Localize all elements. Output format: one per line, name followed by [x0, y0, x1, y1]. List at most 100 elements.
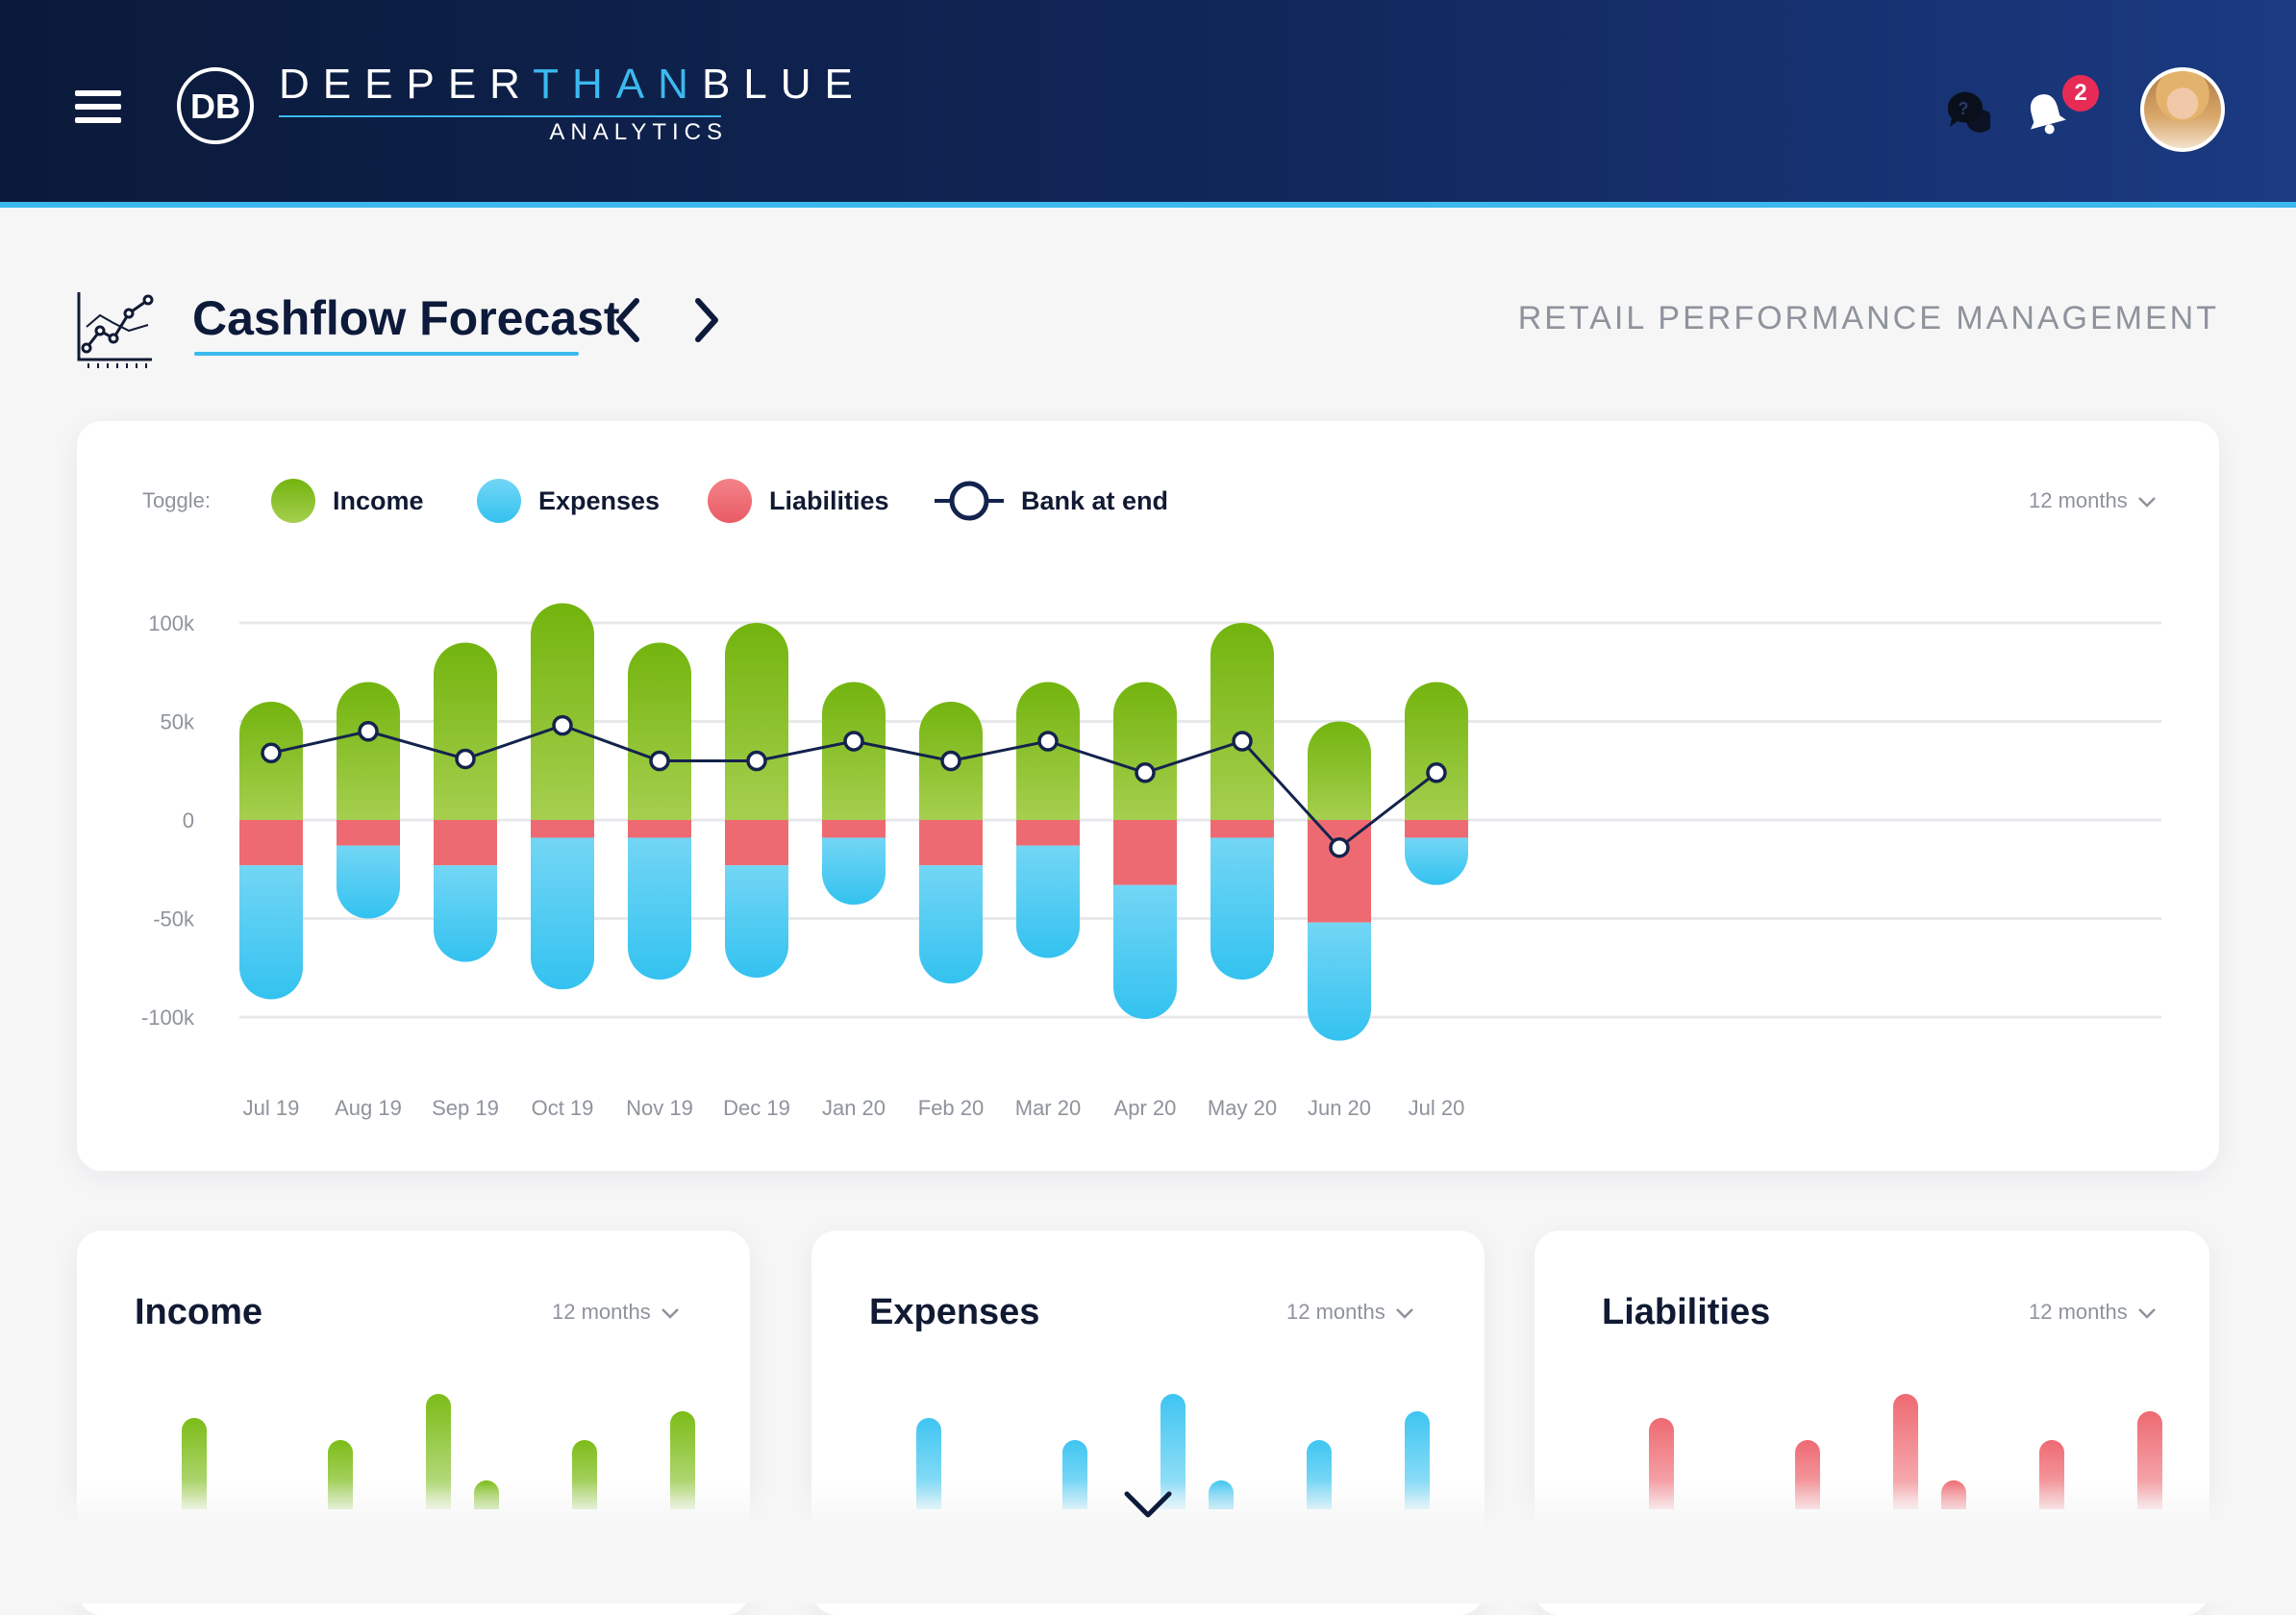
expenses-bar — [239, 865, 303, 1000]
legend-label: Bank at end — [1021, 486, 1169, 515]
x-tick-label: Oct 19 — [532, 1096, 594, 1120]
legend-label: Liabilities — [769, 486, 889, 515]
x-tick-label: Jun 20 — [1308, 1096, 1371, 1120]
y-tick-label: -50k — [153, 907, 195, 932]
expenses-bar — [1405, 837, 1468, 885]
bell-icon[interactable] — [2023, 88, 2067, 137]
liabilities-bar — [1113, 820, 1177, 885]
liabilities-dot-icon — [708, 479, 752, 523]
bank-at-end-point — [649, 750, 670, 772]
expenses-bar — [725, 865, 788, 978]
bank-at-end-point — [1329, 836, 1350, 858]
brand-word-deeper: DEEPER — [279, 61, 534, 108]
liabilities-bar — [239, 820, 303, 866]
bank-at-end-point — [940, 750, 961, 772]
menu-icon[interactable] — [75, 90, 121, 125]
expenses-bar — [1210, 837, 1274, 981]
line-marker-icon — [935, 481, 1004, 521]
y-tick-label: 50k — [161, 710, 195, 734]
liabilities-bar — [337, 820, 400, 846]
x-tick-label: Jul 19 — [243, 1096, 300, 1120]
x-tick-label: Aug 19 — [335, 1096, 402, 1120]
expenses-bar — [1113, 884, 1177, 1020]
brand-divider — [279, 115, 721, 117]
avatar[interactable] — [2140, 67, 2225, 152]
chat-icon[interactable]: ? — [1944, 88, 1990, 135]
income-bar — [434, 642, 497, 820]
expenses-bar — [531, 837, 594, 990]
svg-text:?: ? — [1959, 99, 1969, 118]
liabilities-bar — [919, 820, 983, 866]
chevron-down-icon — [2137, 497, 2156, 508]
bank-at-end-point — [1426, 762, 1447, 783]
legend-toggle-bank-at-end[interactable]: Bank at end — [933, 477, 1173, 525]
liabilities-period-dropdown[interactable]: 12 months — [2029, 1300, 2157, 1325]
bottom-fade — [0, 1480, 2296, 1603]
income-bar — [531, 603, 594, 820]
income-bar — [628, 642, 691, 820]
logo-text: DB — [190, 87, 240, 126]
page-title: Cashflow Forecast — [192, 291, 620, 345]
period-dropdown[interactable]: 12 months — [2029, 488, 2157, 513]
income-dot-icon — [271, 479, 315, 523]
x-tick-label: Dec 19 — [723, 1096, 790, 1120]
bank-at-end-point — [1232, 731, 1253, 752]
bank-at-end-point — [261, 742, 282, 764]
chevron-down-icon — [661, 1308, 679, 1319]
toggle-label: Toggle: — [142, 488, 211, 512]
income-bar — [337, 682, 400, 820]
income-bar — [725, 623, 788, 820]
expenses-card-title: Expenses — [869, 1292, 1040, 1332]
brand-word-blue: BLUE — [701, 61, 866, 108]
x-tick-label: May 20 — [1208, 1096, 1277, 1120]
expenses-period-value: 12 months — [1286, 1300, 1385, 1324]
y-tick-label: -100k — [141, 1006, 195, 1030]
expenses-bar — [628, 837, 691, 981]
x-tick-label: Jul 20 — [1409, 1096, 1465, 1120]
expenses-bar — [919, 865, 983, 984]
liabilities-bar — [531, 820, 594, 838]
income-card-title: Income — [135, 1292, 263, 1332]
liabilities-bar — [1405, 820, 1468, 838]
scroll-down-chevron-icon[interactable] — [1123, 1488, 1173, 1521]
liabilities-bar — [1016, 820, 1080, 846]
expenses-bar — [1016, 845, 1080, 958]
liabilities-card-title: Liabilities — [1602, 1292, 1771, 1332]
x-tick-label: Apr 20 — [1114, 1096, 1177, 1120]
bank-at-end-point — [1135, 762, 1156, 783]
bank-at-end-point — [552, 714, 573, 736]
chevron-right-icon[interactable] — [685, 293, 727, 347]
brand-word-than: THAN — [533, 61, 702, 108]
expenses-bar — [822, 837, 886, 906]
y-tick-label: 0 — [183, 808, 194, 832]
liabilities-bar — [434, 820, 497, 866]
x-tick-label: Nov 19 — [626, 1096, 693, 1120]
legend-label: Expenses — [538, 486, 661, 515]
x-tick-label: Sep 19 — [432, 1096, 499, 1120]
section-label: RETAIL PERFORMANCE MANAGEMENT — [1517, 300, 2219, 336]
bank-at-end-point — [1037, 731, 1059, 752]
expenses-bar — [434, 865, 497, 962]
logo-icon: DB — [177, 67, 254, 144]
bank-at-end-point — [746, 750, 767, 772]
chevron-left-icon[interactable] — [608, 293, 650, 347]
legend-label: Income — [333, 486, 424, 515]
income-period-value: 12 months — [552, 1300, 651, 1324]
income-period-dropdown[interactable]: 12 months — [552, 1300, 680, 1325]
liabilities-bar — [725, 820, 788, 866]
x-tick-label: Feb 20 — [918, 1096, 985, 1120]
title-underline — [194, 352, 579, 356]
legend-toggle-income[interactable]: Income — [271, 477, 425, 525]
income-bar — [1405, 682, 1468, 820]
app-header: DB DEEPERTHANBLUE ANALYTICS ? 2 — [0, 0, 2296, 208]
legend-toggle-liabilities[interactable]: Liabilities — [708, 477, 890, 525]
chevron-down-icon — [1395, 1308, 1413, 1319]
income-bar — [1308, 721, 1371, 820]
bank-at-end-point — [843, 731, 864, 752]
expenses-period-dropdown[interactable]: 12 months — [1286, 1300, 1414, 1325]
legend-toggle-expenses[interactable]: Expenses — [477, 477, 660, 525]
cashflow-chart: 100k 50k 0 -50k -100k Jul 19 Aug 19 Sep 19 Oct 1… — [141, 603, 2161, 1120]
expenses-bar — [1308, 922, 1371, 1041]
liabilities-bar — [628, 820, 691, 838]
liabilities-period-value: 12 months — [2029, 1300, 2128, 1324]
